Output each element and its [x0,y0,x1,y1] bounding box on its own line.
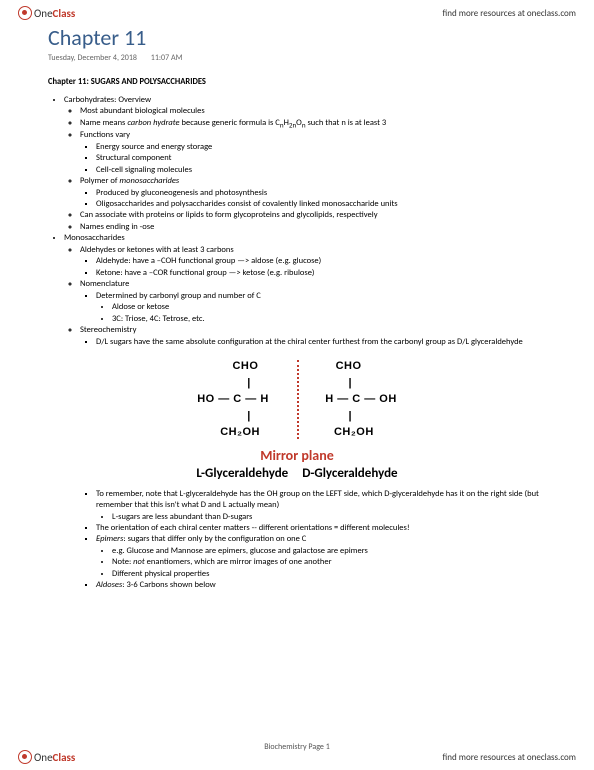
fischer-row: CHO | HO — C — H | CH₂OH CHO | H — C — O… [157,358,437,441]
fischer-row-1: CHO [306,358,416,375]
fischer-row-1: CHO [178,358,288,375]
list-item: Polymer of monosaccharides Produced by g… [80,176,546,210]
footer-bar: OneClass find more resources at oneclass… [0,750,594,764]
fischer-right: CHO | H — C — OH | CH₂OH [306,358,416,441]
brand-logo-text: OneClass [34,7,75,20]
fischer-row-5: CH₂OH [306,424,416,441]
list-item: Carbohydrates: Overview Most abundant bi… [64,95,546,233]
list-item: Aldose or ketose [112,302,546,313]
list-item: L-sugars are less abundant than D-sugars [112,512,546,523]
header-tagline: find more resources at oneclass.com [443,8,576,19]
list-item: Monosaccharides Aldehydes or ketones wit… [64,233,546,348]
brand-logo-mark [18,6,32,20]
list-item: Can associate with proteins or lipids to… [80,210,546,221]
list-item: Different physical properties [112,569,546,580]
list-item: The orientation of each chiral center ma… [96,523,546,534]
fig-label-left: L-Glyceraldehyde [196,466,288,481]
figure-labels: L-Glyceraldehyde D-Glyceraldehyde [157,466,437,481]
mirror-label: Mirror plane [157,447,437,464]
brand-logo: OneClass [18,6,75,20]
outline-root: Carbohydrates: Overview Most abundant bi… [48,95,546,348]
list-item: Nomenclature Determined by carbonyl grou… [80,279,546,325]
list-item: Functions vary Energy source and energy … [80,130,546,176]
mirror-plane-figure: CHO | HO — C — H | CH₂OH CHO | H — C — O… [157,358,437,481]
list-item: e.g. Glucose and Mannose are epimers, gl… [112,546,546,557]
list-item: Epimers: sugars that differ only by the … [96,534,546,580]
fischer-row-4: | [178,408,288,425]
list-item: Aldehyde: have a –COH functional group —… [96,256,546,267]
brand-logo-mark [18,750,32,764]
list-item: Structural component [96,153,546,164]
list-item: Oligosaccharides and polysaccharides con… [96,199,546,210]
list-item: Names ending in -ose [80,222,546,233]
list-item: Energy source and energy storage [96,142,546,153]
fischer-row-3: H — C — OH [306,391,416,408]
fischer-left: CHO | HO — C — H | CH₂OH [178,358,288,441]
section-heading: Chapter 11: SUGARS AND POLYSACCHARIDES [48,77,546,87]
list-item: Name means carbon hydrate because generi… [80,118,546,130]
list-item: Most abundant biological molecules [80,106,546,117]
page-title: Chapter 11 [48,24,546,51]
list-item: 3C: Triose, 4C: Tetrose, etc. [112,314,546,325]
list-item: Produced by gluconeogenesis and photosyn… [96,188,546,199]
fischer-row-2: | [306,375,416,392]
page-meta: Tuesday, December 4, 2018 11:07 AM [48,53,546,63]
brand-logo-text: OneClass [34,751,75,764]
header-bar: OneClass find more resources at oneclass… [0,0,594,22]
list-item: Ketone: have a –COR functional group —> … [96,268,546,279]
page-content: Chapter 11 Tuesday, December 4, 2018 11:… [0,24,594,592]
list-item: Determined by carbonyl group and number … [96,291,546,325]
fischer-row-2: | [178,375,288,392]
outline-continued: To remember, note that L-glyceraldehyde … [48,489,546,592]
mirror-divider [297,360,299,439]
list-item: Stereochemistry D/L sugars have the same… [80,325,546,348]
list-item: Aldehydes or ketones with at least 3 car… [80,245,546,279]
footer-tagline: find more resources at oneclass.com [443,752,576,763]
fischer-row-5: CH₂OH [178,424,288,441]
list-item: Aldoses: 3-6 Carbons shown below [96,580,546,591]
brand-logo-footer: OneClass [18,750,75,764]
fischer-row-4: | [306,408,416,425]
list-item: Cell-cell signaling molecules [96,165,546,176]
page-date: Tuesday, December 4, 2018 [48,53,137,63]
list-item: To remember, note that L-glyceraldehyde … [96,489,546,523]
fig-label-right: D-Glyceraldehyde [302,466,397,481]
fischer-row-3: HO — C — H [178,391,288,408]
list-item: D/L sugars have the same absolute config… [96,337,546,348]
list-item: Note: not enantiomers, which are mirror … [112,557,546,568]
page-time: 11:07 AM [151,53,183,63]
